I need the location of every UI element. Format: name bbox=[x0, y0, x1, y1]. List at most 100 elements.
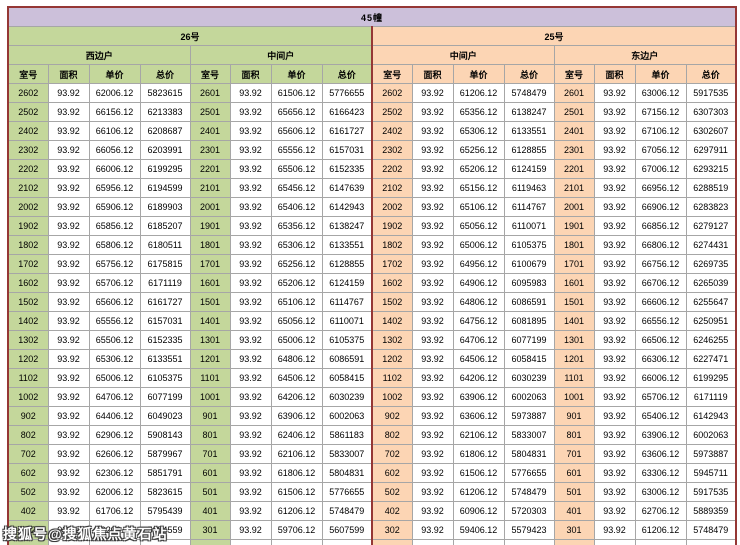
area-cell: 93.92 bbox=[593, 406, 636, 426]
unit-price-cell: 66156.12 bbox=[88, 102, 141, 122]
area-cell: 93.92 bbox=[47, 83, 90, 103]
table-body: 2602 93.92 62006.12 5823615 2601 93.92 61506.1… bbox=[7, 83, 737, 545]
unit-price-cell: 65556.12 bbox=[270, 140, 323, 160]
area-cell: 93.92 bbox=[593, 539, 636, 545]
area-cell: 93.92 bbox=[593, 463, 636, 483]
area-cell: 93.92 bbox=[411, 311, 454, 331]
room-cell: 1301 bbox=[553, 330, 595, 350]
total-price-cell: 5776655 bbox=[321, 83, 373, 103]
unit-price-cell: 63906.12 bbox=[452, 387, 505, 407]
room-cell: 802 bbox=[371, 425, 413, 445]
room-cell: 401 bbox=[189, 501, 231, 521]
room-cell: 1801 bbox=[553, 235, 595, 255]
total-price-cell: 5776655 bbox=[321, 482, 373, 502]
unit-price-cell: 62106.12 bbox=[270, 444, 323, 464]
room-cell: 1102 bbox=[371, 368, 413, 388]
unit-price-cell: 62606.12 bbox=[88, 444, 141, 464]
area-cell: 93.92 bbox=[47, 216, 90, 236]
total-price-cell: 6142943 bbox=[321, 197, 373, 217]
area-cell: 93.92 bbox=[593, 387, 636, 407]
area-cell: 93.92 bbox=[229, 330, 272, 350]
room-cell: 2301 bbox=[189, 140, 231, 160]
total-price-cell: 6086591 bbox=[321, 349, 373, 369]
unit-price-cell: 65606.12 bbox=[270, 121, 323, 141]
room-cell: 2202 bbox=[7, 159, 49, 179]
total-price-cell: 6255647 bbox=[685, 292, 737, 312]
col-header-unit-price: 单价 bbox=[452, 64, 505, 84]
total-price-cell: 5879967 bbox=[139, 444, 191, 464]
total-price-cell: 6269735 bbox=[685, 254, 737, 274]
room-cell: 1702 bbox=[7, 254, 49, 274]
room-cell: 2502 bbox=[371, 102, 413, 122]
room-cell: 1802 bbox=[371, 235, 413, 255]
total-price-cell: 6297911 bbox=[685, 140, 737, 160]
area-cell: 93.92 bbox=[229, 83, 272, 103]
room-cell: 1502 bbox=[7, 292, 49, 312]
total-price-cell: 6213383 bbox=[139, 102, 191, 122]
total-price-cell: 6199295 bbox=[139, 159, 191, 179]
area-cell: 93.92 bbox=[229, 178, 272, 198]
table-row: 1902 93.92 65856.12 6185207 1901 93.92 65356.1… bbox=[7, 216, 737, 236]
room-cell: 1302 bbox=[7, 330, 49, 350]
area-cell: 93.92 bbox=[593, 273, 636, 293]
col-header-total-price: 总价 bbox=[503, 64, 555, 84]
unit-type-middle-26: 中间户 bbox=[189, 45, 373, 65]
area-cell: 93.92 bbox=[593, 425, 636, 445]
room-cell: 802 bbox=[7, 425, 49, 445]
area-cell: 93.92 bbox=[411, 368, 454, 388]
room-cell: 302 bbox=[371, 520, 413, 540]
unit-price-cell: 65806.12 bbox=[88, 235, 141, 255]
room-cell: 2601 bbox=[189, 83, 231, 103]
area-cell: 93.92 bbox=[593, 482, 636, 502]
unit-price-cell: 62706.12 bbox=[634, 501, 687, 521]
table-row: 502 93.92 62006.12 5823615 501 93.92 61506.12 5… bbox=[7, 482, 737, 502]
area-cell: 93.92 bbox=[47, 197, 90, 217]
area-cell: 93.92 bbox=[229, 121, 272, 141]
area-cell: 93.92 bbox=[229, 425, 272, 445]
room-cell: 201 bbox=[189, 539, 231, 545]
table-row: 1202 93.92 65306.12 6133551 1201 93.92 64806.1… bbox=[7, 349, 737, 369]
total-price-cell: 5579423 bbox=[321, 539, 373, 545]
area-cell: 93.92 bbox=[47, 311, 90, 331]
area-cell: 93.92 bbox=[229, 539, 272, 545]
area-cell: 93.92 bbox=[411, 482, 454, 502]
room-cell: 1202 bbox=[7, 349, 49, 369]
room-cell: 1401 bbox=[553, 311, 595, 331]
room-cell: 801 bbox=[189, 425, 231, 445]
room-cell: 1501 bbox=[189, 292, 231, 312]
area-cell: 93.92 bbox=[229, 463, 272, 483]
room-cell: 1802 bbox=[7, 235, 49, 255]
total-price-cell: 5776655 bbox=[503, 463, 555, 483]
unit-price-cell: 67056.12 bbox=[634, 140, 687, 160]
table-row: 602 93.92 62306.12 5851791 601 93.92 61806.12 5… bbox=[7, 463, 737, 483]
col-header-area: 面积 bbox=[593, 64, 636, 84]
room-cell: 502 bbox=[371, 482, 413, 502]
total-price-cell: 6081895 bbox=[503, 311, 555, 331]
total-price-cell: 5973887 bbox=[685, 444, 737, 464]
unit-price-cell: 66056.12 bbox=[88, 140, 141, 160]
area-cell: 93.92 bbox=[47, 273, 90, 293]
total-price-cell: 5823615 bbox=[139, 482, 191, 502]
total-price-cell: 6250951 bbox=[685, 311, 737, 331]
unit-price-cell: 63006.12 bbox=[634, 482, 687, 502]
area-cell: 93.92 bbox=[47, 406, 90, 426]
table-row: 2102 93.92 65956.12 6194599 2101 93.92 65456.1… bbox=[7, 178, 737, 198]
area-cell: 93.92 bbox=[229, 406, 272, 426]
area-cell: 93.92 bbox=[47, 102, 90, 122]
area-cell: 93.92 bbox=[411, 216, 454, 236]
unit-price-cell: 64756.12 bbox=[452, 311, 505, 331]
room-cell: 2201 bbox=[553, 159, 595, 179]
col-header-area: 面积 bbox=[47, 64, 90, 84]
room-cell: 1101 bbox=[189, 368, 231, 388]
unit-price-cell: 65006.12 bbox=[452, 235, 505, 255]
total-price-cell: 5748479 bbox=[503, 83, 555, 103]
room-cell: 301 bbox=[553, 520, 595, 540]
unit-price-cell: 65006.12 bbox=[270, 330, 323, 350]
room-cell: 2302 bbox=[7, 140, 49, 160]
room-cell: 2602 bbox=[7, 83, 49, 103]
unit-price-cell: 61206.12 bbox=[634, 520, 687, 540]
unit-price-cell: 65856.12 bbox=[88, 216, 141, 236]
room-cell: 2101 bbox=[189, 178, 231, 198]
room-cell: 1902 bbox=[7, 216, 49, 236]
table-row: 1602 93.92 65706.12 6171119 1601 93.92 65206.1… bbox=[7, 273, 737, 293]
